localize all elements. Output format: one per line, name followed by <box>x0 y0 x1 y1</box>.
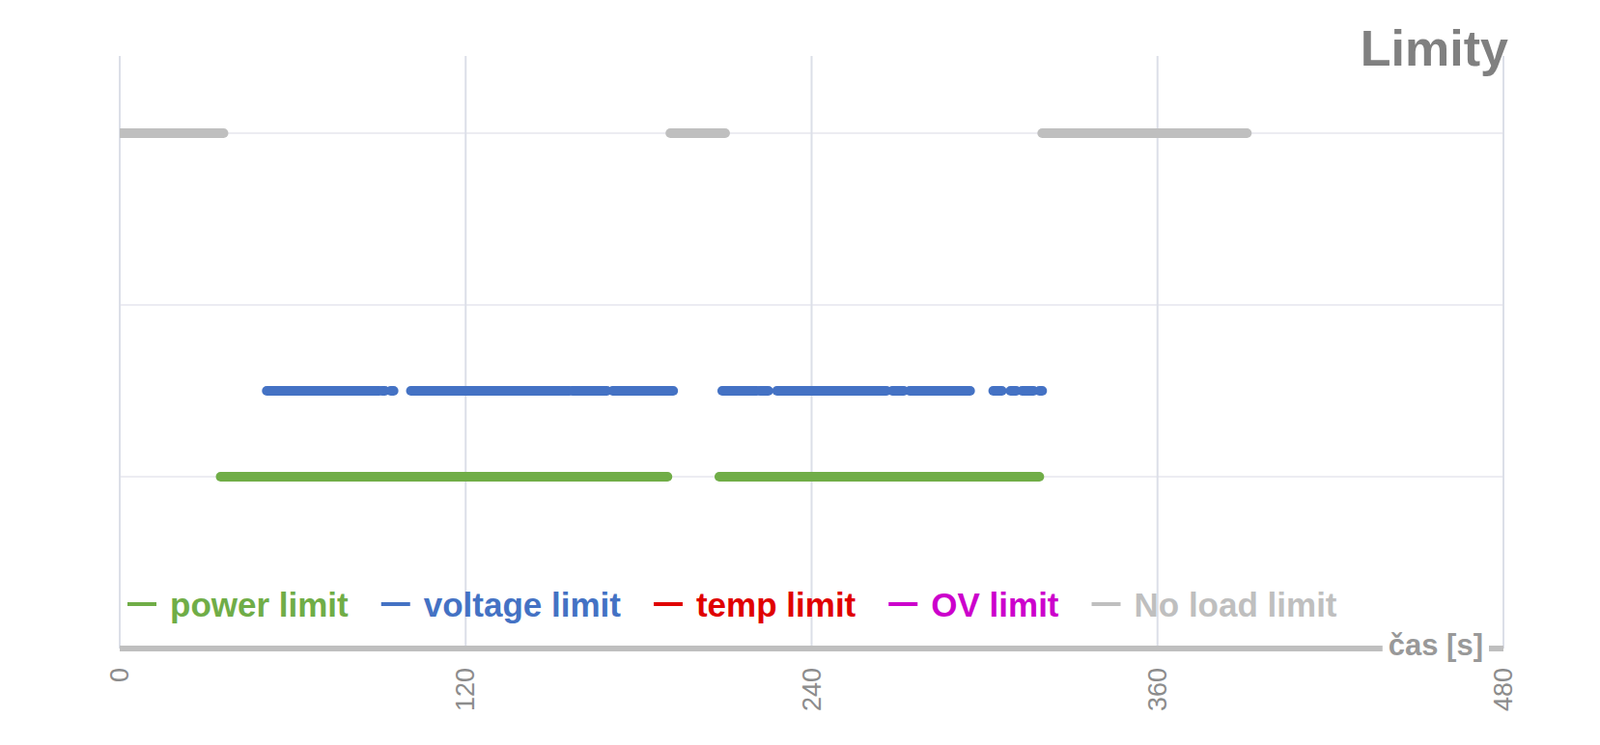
limit-segment <box>1021 386 1034 396</box>
limit-segment <box>411 386 570 396</box>
x-tick-label: 240 <box>797 668 827 712</box>
x-axis-label: čas [s] <box>1388 628 1484 663</box>
limit-segment <box>777 386 887 396</box>
x-grid-line <box>1502 56 1505 649</box>
legend: power limit voltage limit temp limit OV lim… <box>127 586 1338 624</box>
x-axis <box>119 645 1504 652</box>
x-axis-label-group: čas [s] <box>1382 628 1489 663</box>
x-grid-line <box>118 56 121 649</box>
limit-segment <box>1038 386 1042 396</box>
x-grid-line <box>464 56 467 649</box>
x-tick-label: 360 <box>1143 668 1173 712</box>
limit-segment <box>613 386 674 396</box>
x-tick-label: 120 <box>450 668 480 712</box>
limit-segment <box>670 128 726 139</box>
title: Limity <box>1360 20 1509 77</box>
limit-segment <box>391 386 394 396</box>
limit-segment <box>909 386 971 396</box>
legend-swatch <box>381 602 411 607</box>
legend-swatch <box>888 602 918 607</box>
legend-label: No load limit <box>1134 586 1338 624</box>
limit-segment <box>722 386 758 396</box>
legend-swatch <box>1092 602 1122 607</box>
limit-segment <box>1010 386 1016 396</box>
x-tick-label: 0 <box>105 668 135 683</box>
limit-segment <box>572 386 608 396</box>
grid <box>119 56 1504 649</box>
chart: Limity 0 120 240 360 480čas [s] power limit vol… <box>0 0 1600 745</box>
legend-label: OV limit <box>930 586 1060 624</box>
y-grid-line <box>119 647 1504 650</box>
legend-swatch <box>127 602 157 607</box>
legend-label: temp limit <box>696 586 857 624</box>
limit-segment <box>382 386 386 396</box>
limit-segment <box>892 386 904 396</box>
marks <box>119 133 1247 478</box>
limit-segment <box>759 386 769 396</box>
limit-segment <box>1041 128 1247 139</box>
x-tick-label: 480 <box>1488 668 1518 712</box>
limit-segment <box>119 128 224 139</box>
limit-segment <box>719 472 1039 482</box>
legend-swatch <box>653 602 683 607</box>
limit-segment <box>266 386 379 396</box>
legend-label: power limit <box>169 586 349 624</box>
x-grid-line <box>1156 56 1159 649</box>
x-grid-line <box>811 56 814 649</box>
y-grid-line <box>119 476 1504 478</box>
limit-segment <box>220 472 668 482</box>
legend-label: voltage limit <box>423 586 622 624</box>
limit-segment <box>993 386 1003 396</box>
